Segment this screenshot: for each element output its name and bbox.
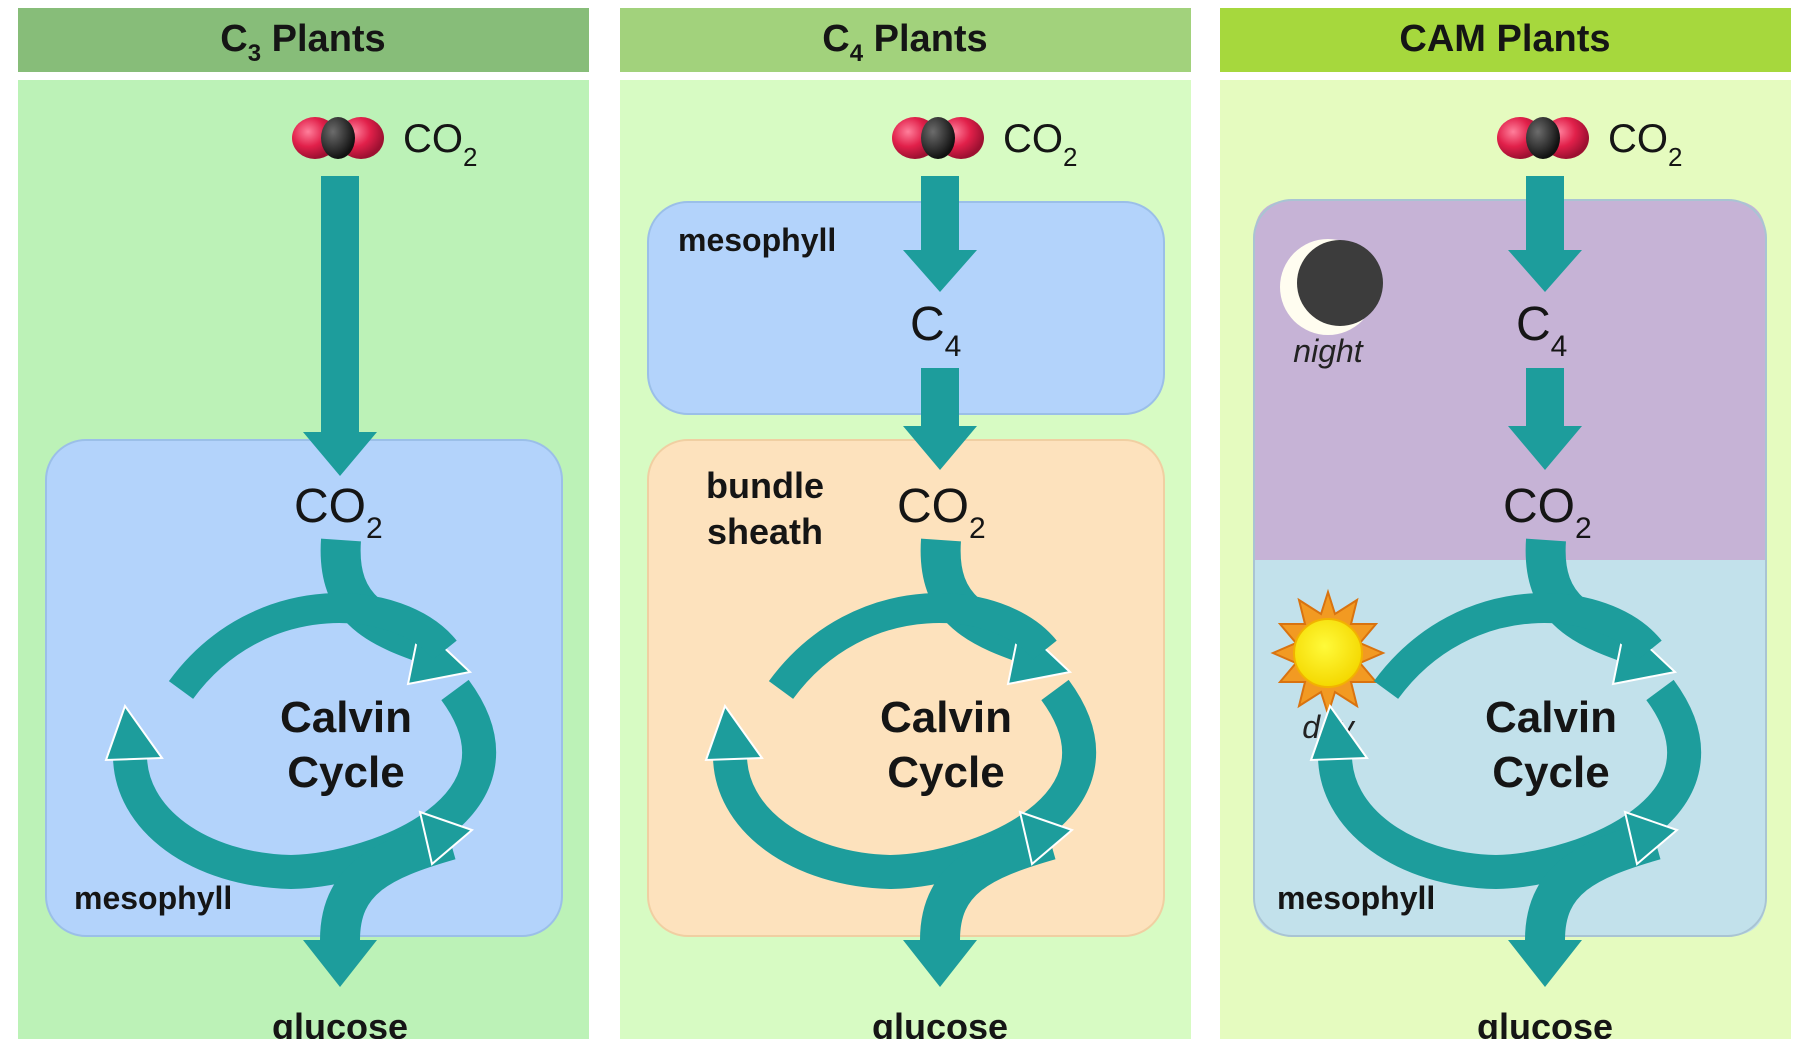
co2-chamber-label: CO2 — [294, 480, 383, 545]
bundle-sheath-label: sheath — [707, 511, 823, 552]
calvin-cycle-label: Calvin — [880, 693, 1012, 742]
panel-title: CAM Plants — [1399, 18, 1610, 60]
mesophyll-region — [647, 201, 1165, 415]
mesophyll-label: mesophyll — [74, 880, 232, 916]
bundle-sheath-label: bundle — [706, 465, 824, 506]
panel-c4: C4 Plants CO2 mesophyll C4 bundle sheath… — [620, 8, 1191, 1039]
co2-chamber-label: CO2 — [1503, 480, 1592, 545]
calvin-cycle-label: Cycle — [287, 748, 404, 797]
calvin-cycle-label: Calvin — [1485, 693, 1617, 742]
arrow-down-icon — [903, 176, 977, 292]
glucose-label: glucose — [872, 1006, 1008, 1039]
panel-header — [1220, 8, 1791, 72]
moon-icon — [1280, 239, 1383, 335]
mesophyll-label: mesophyll — [678, 222, 836, 258]
co2-input-label: CO2 — [1003, 117, 1077, 172]
panel-header — [620, 8, 1191, 72]
sun-icon — [1270, 588, 1386, 718]
panel-title: C3 Plants — [220, 18, 385, 67]
calvin-cycle-arrows-icon — [704, 538, 1097, 987]
calvin-cycle-arrows-icon — [104, 538, 497, 987]
calvin-cycle-label: Cycle — [1492, 748, 1609, 797]
panel-title: C4 Plants — [822, 18, 987, 67]
arrow-down-icon — [903, 368, 977, 470]
panel-header — [18, 8, 589, 72]
mesophyll-label: mesophyll — [1277, 880, 1435, 916]
co2-molecule-icon — [892, 117, 984, 159]
glucose-label: glucose — [1477, 1006, 1613, 1039]
arrow-down-icon — [1508, 176, 1582, 292]
arrow-down-icon — [303, 176, 377, 476]
panel-cam: CAM Plants CO2 night C4 CO2 — [1220, 8, 1791, 1039]
co2-molecule-icon — [1497, 117, 1589, 159]
co2-chamber-label: CO2 — [897, 480, 986, 545]
c4-compound-label: C4 — [910, 298, 961, 363]
co2-input-label: CO2 — [1608, 117, 1682, 172]
calvin-cycle-label: Calvin — [280, 693, 412, 742]
arrow-down-icon — [1508, 368, 1582, 470]
co2-molecule-icon — [292, 117, 384, 159]
c4-compound-label: C4 — [1516, 298, 1567, 363]
panel-c3: C3 Plants CO2 CO2 Calvin Cycle mesoph — [18, 8, 589, 1039]
night-label: night — [1293, 333, 1364, 369]
calvin-cycle-arrows-icon — [1309, 538, 1702, 987]
co2-input-label: CO2 — [403, 117, 477, 172]
glucose-label: glucose — [272, 1006, 408, 1039]
calvin-cycle-label: Cycle — [887, 748, 1004, 797]
